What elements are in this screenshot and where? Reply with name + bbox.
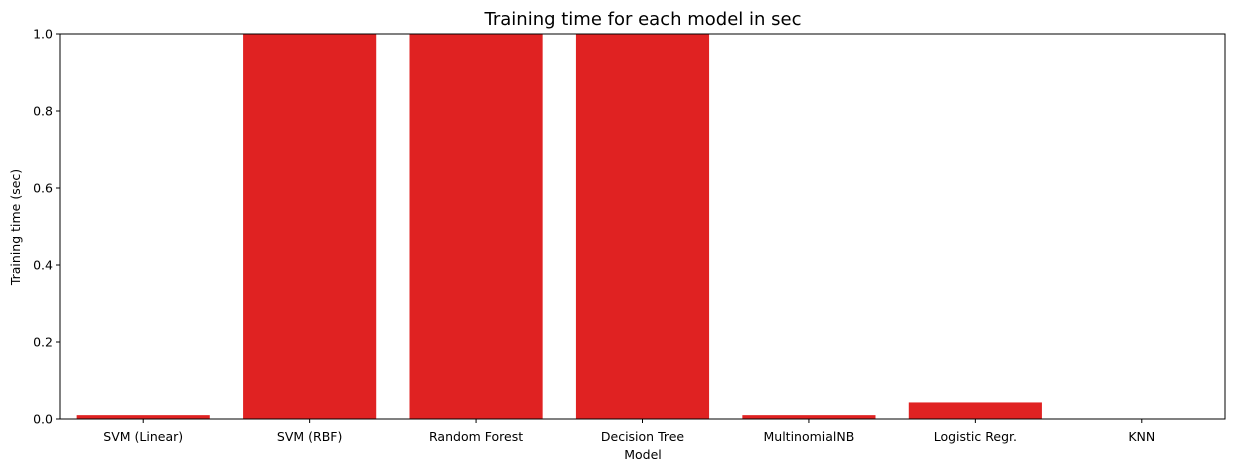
bars-group xyxy=(76,34,1042,419)
chart-title: Training time for each model in sec xyxy=(484,9,802,30)
bar-2 xyxy=(409,34,543,419)
bar-3 xyxy=(575,34,710,419)
y-tick-label-1: 0.2 xyxy=(33,335,53,350)
x-tick-label-0: SVM (Linear) xyxy=(103,429,183,444)
y-axis: 0.0 0.2 0.4 0.6 0.8 1.0 xyxy=(33,27,60,427)
x-tick-label-3: Decision Tree xyxy=(601,429,685,444)
x-tick-label-5: Logistic Regr. xyxy=(934,429,1017,444)
bar-4 xyxy=(742,415,876,419)
x-axis-label: Model xyxy=(624,447,662,462)
bar-1 xyxy=(243,34,377,419)
x-tick-label-4: MultinomialNB xyxy=(764,429,855,444)
x-axis: SVM (Linear) SVM (RBF) Random Forest Decisi… xyxy=(103,419,1155,444)
y-axis-label: Training time (sec) xyxy=(8,169,23,286)
x-tick-label-1: SVM (RBF) xyxy=(277,429,342,444)
x-tick-label-6: KNN xyxy=(1128,429,1155,444)
y-tick-label-0: 0.0 xyxy=(33,412,53,427)
bar-5 xyxy=(908,402,1042,419)
y-tick-label-2: 0.4 xyxy=(33,258,53,273)
y-tick-label-3: 0.6 xyxy=(33,181,53,196)
y-tick-label-5: 1.0 xyxy=(33,27,53,42)
bar-0 xyxy=(76,415,210,419)
y-tick-label-4: 0.8 xyxy=(33,104,53,119)
x-tick-label-2: Random Forest xyxy=(429,429,523,444)
